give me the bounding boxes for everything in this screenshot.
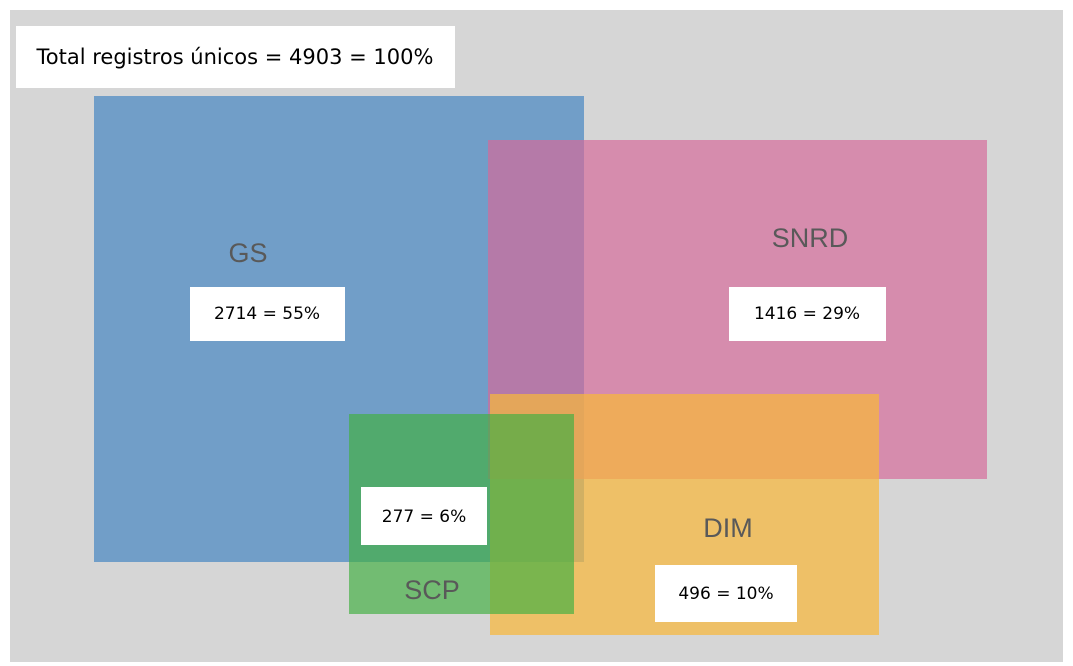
set-name: DIM — [703, 513, 753, 543]
label-box — [190, 287, 345, 341]
set-label: 1416 = 29% — [754, 304, 860, 324]
set-name: SNRD — [772, 223, 849, 253]
label-box — [361, 487, 487, 545]
total-label: Total registros únicos = 4903 = 100% — [36, 45, 434, 69]
set-label: 2714 = 55% — [214, 304, 320, 324]
set-name: SCP — [404, 575, 460, 605]
total-box — [16, 26, 455, 88]
label-box — [729, 287, 886, 341]
set-name: GS — [228, 238, 267, 268]
set-label: 496 = 10% — [678, 584, 773, 604]
label-box — [655, 565, 797, 622]
set-label: 277 = 6% — [382, 507, 466, 527]
